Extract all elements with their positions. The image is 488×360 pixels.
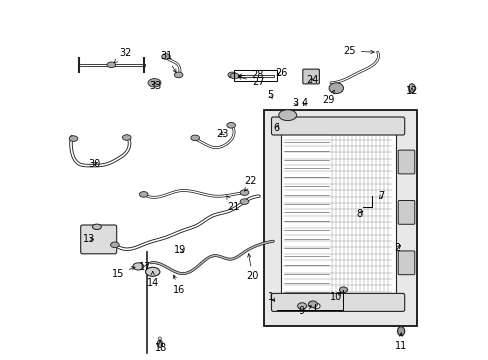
Ellipse shape [308,301,317,307]
Text: 17: 17 [139,262,151,272]
Ellipse shape [92,224,101,230]
Text: 22: 22 [244,176,257,191]
Text: 7: 7 [377,191,384,201]
Ellipse shape [226,122,235,128]
Text: 14: 14 [146,271,159,288]
Text: 15: 15 [111,267,135,279]
Ellipse shape [240,190,248,195]
Ellipse shape [139,192,148,197]
Text: 25: 25 [343,46,373,56]
Ellipse shape [408,84,414,93]
Ellipse shape [148,78,161,87]
Text: 2: 2 [393,243,400,253]
Text: 30: 30 [88,159,101,169]
Ellipse shape [107,62,115,68]
Ellipse shape [69,136,78,141]
Bar [233,70,276,81]
Ellipse shape [174,72,183,78]
Text: 23: 23 [216,129,228,139]
Text: 18: 18 [155,341,167,354]
FancyBboxPatch shape [397,201,414,224]
FancyBboxPatch shape [264,110,416,326]
FancyBboxPatch shape [397,150,414,174]
Text: 11: 11 [394,333,407,351]
Ellipse shape [157,340,163,347]
Text: 32: 32 [114,48,132,63]
Text: 20: 20 [246,254,258,282]
Text: 24: 24 [305,75,318,85]
Ellipse shape [122,135,131,140]
Text: 1: 1 [268,292,274,302]
Bar [280,130,395,295]
Text: 28: 28 [238,70,263,80]
Ellipse shape [133,263,143,270]
Ellipse shape [230,73,239,79]
FancyBboxPatch shape [271,117,404,135]
FancyBboxPatch shape [397,251,414,275]
Ellipse shape [158,337,161,340]
Text: 29: 29 [321,90,334,105]
Ellipse shape [312,303,320,309]
Ellipse shape [162,54,170,59]
Ellipse shape [227,72,236,78]
Text: 33: 33 [149,81,161,91]
Text: 6: 6 [273,123,280,133]
Text: 3: 3 [292,98,298,108]
Text: 31: 31 [160,51,176,72]
FancyBboxPatch shape [302,69,319,84]
Ellipse shape [297,303,306,309]
Text: 4: 4 [301,98,307,108]
Text: 9: 9 [298,306,311,316]
Ellipse shape [145,267,160,276]
Text: 19: 19 [174,245,186,255]
Ellipse shape [328,83,343,94]
Ellipse shape [397,327,404,336]
Text: 13: 13 [82,234,95,244]
Text: 27: 27 [238,76,264,87]
Text: 10: 10 [329,292,342,302]
Text: 21: 21 [226,196,239,212]
Ellipse shape [240,199,248,204]
FancyBboxPatch shape [81,225,117,254]
Text: 12: 12 [405,86,417,96]
Ellipse shape [110,242,119,248]
FancyBboxPatch shape [271,293,404,311]
Ellipse shape [190,135,199,141]
Text: 26: 26 [274,68,287,78]
Text: 16: 16 [172,275,185,295]
Ellipse shape [339,287,347,293]
Ellipse shape [278,110,296,121]
Text: 5: 5 [267,90,273,100]
Text: 8: 8 [356,209,362,219]
